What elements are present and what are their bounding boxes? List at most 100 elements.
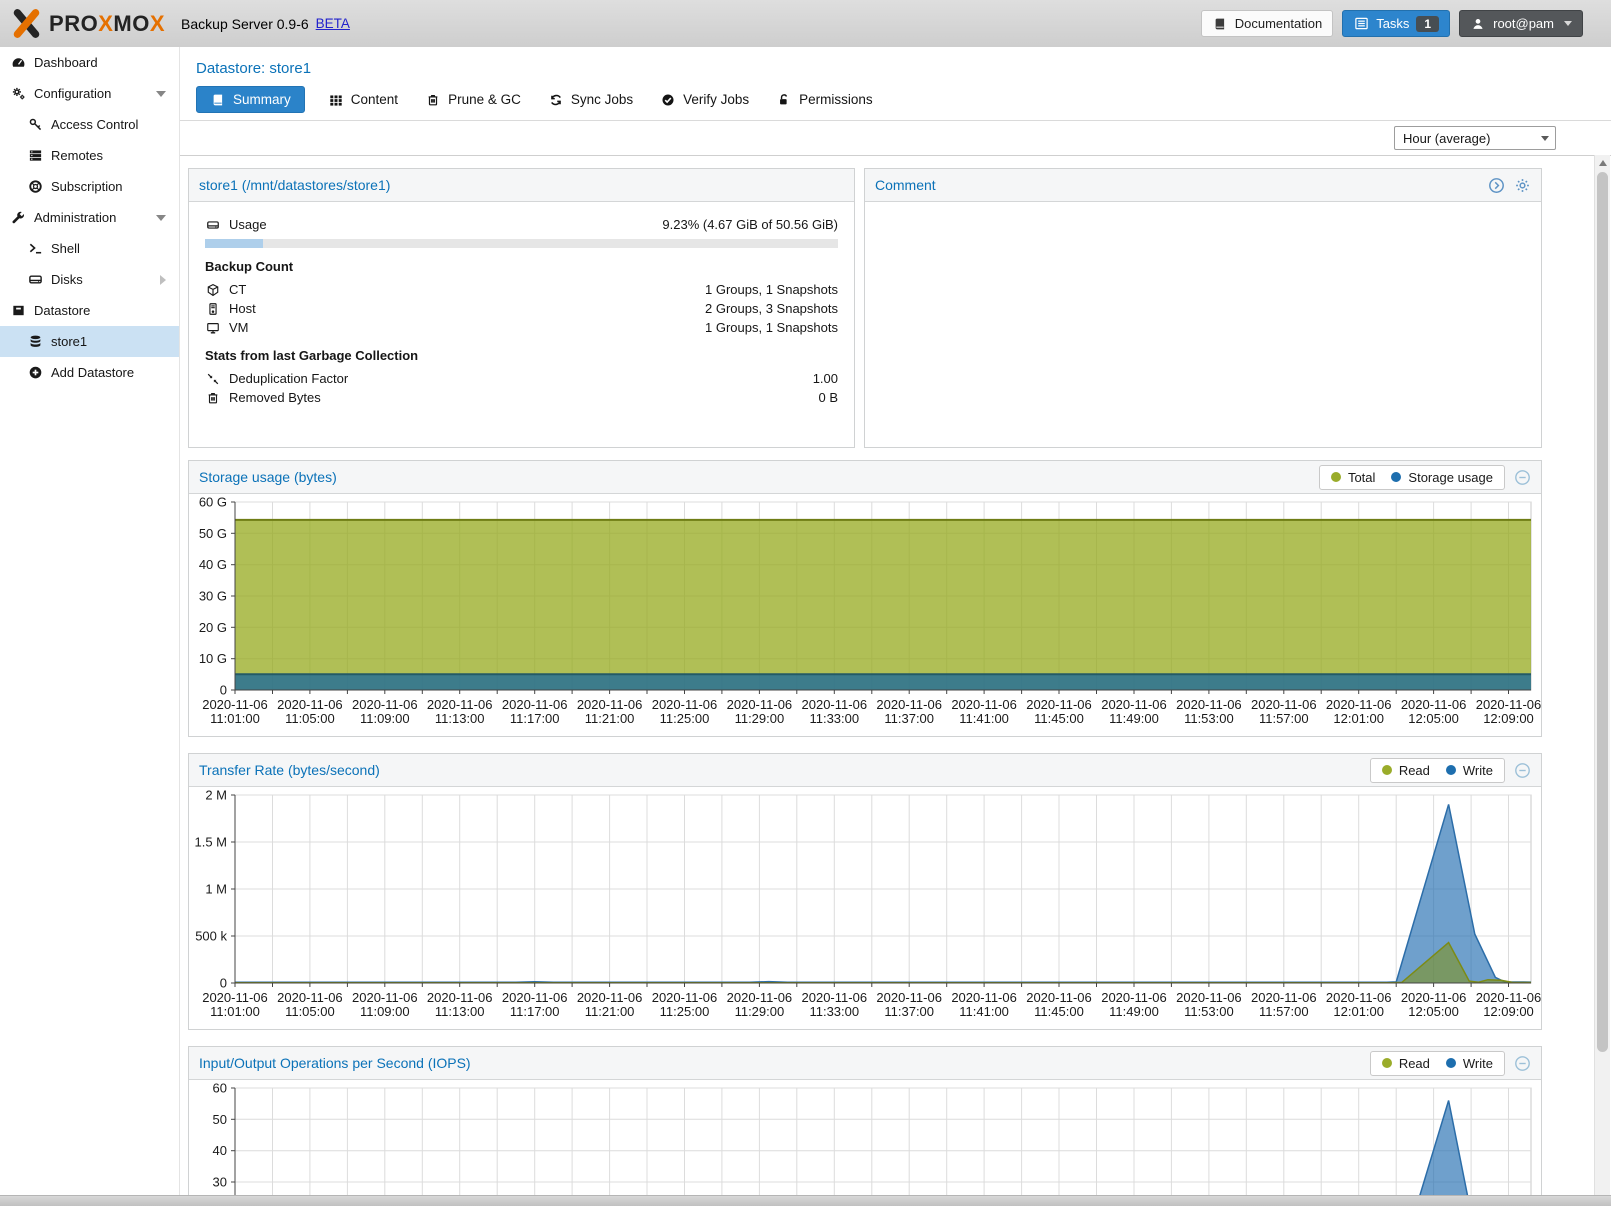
tab-label: Content: [351, 92, 398, 107]
svg-text:11:13:00: 11:13:00: [435, 1004, 485, 1019]
hdd-icon: [205, 217, 221, 233]
chevron-right-icon[interactable]: [160, 275, 166, 285]
chevron-down-icon[interactable]: [156, 91, 166, 97]
database-icon: [27, 334, 43, 350]
tasks-icon: [1353, 16, 1369, 32]
usage-value: 9.23% (4.67 GiB of 50.56 GiB): [662, 217, 838, 232]
wrench-icon: [10, 210, 26, 226]
count-row-host: Host 2 Groups, 3 Snapshots: [205, 299, 838, 318]
beta-link[interactable]: BETA: [316, 16, 350, 31]
collapse-icon[interactable]: [1514, 469, 1531, 486]
tab-label: Summary: [233, 92, 291, 107]
scrollbar-thumb[interactable]: [1597, 172, 1608, 1052]
svg-text:2020-11-06: 2020-11-06: [727, 990, 793, 1005]
tab-permissions[interactable]: Permissions: [772, 86, 877, 113]
sidebar-item-datastore[interactable]: Datastore: [0, 295, 179, 326]
svg-text:2020-11-06: 2020-11-06: [1251, 697, 1317, 712]
svg-text:2020-11-06: 2020-11-06: [802, 990, 868, 1005]
svg-text:11:49:00: 11:49:00: [1109, 1004, 1159, 1019]
count-label: VM: [229, 320, 249, 335]
legend-item-read[interactable]: Read: [1382, 1056, 1430, 1071]
sidebar-item-configuration[interactable]: Configuration: [0, 78, 179, 109]
sidebar-item-label: Dashboard: [34, 55, 98, 70]
legend-label: Total: [1348, 470, 1375, 485]
sidebar-item-store1[interactable]: store1: [0, 326, 179, 357]
plus-circle-icon: [27, 365, 43, 381]
legend-label: Write: [1463, 1056, 1493, 1071]
svg-text:60 G: 60 G: [199, 495, 227, 510]
chart-title: Transfer Rate (bytes/second): [199, 762, 380, 778]
tasks-button[interactable]: Tasks 1: [1342, 10, 1450, 37]
svg-text:12:09:00: 12:09:00: [1483, 711, 1534, 726]
chevron-down-icon[interactable]: [156, 215, 166, 221]
scroll-up-icon[interactable]: [1595, 155, 1610, 170]
documentation-button[interactable]: Documentation: [1201, 10, 1333, 37]
app-subtitle: Backup Server 0.9-6: [181, 16, 309, 32]
content: store1 (/mnt/datastores/store1) Usage 9.…: [180, 156, 1611, 1195]
collapse-icon[interactable]: [1514, 762, 1531, 779]
page-title: Datastore: store1: [180, 47, 1611, 77]
svg-text:30 G: 30 G: [199, 589, 227, 604]
svg-text:11:25:00: 11:25:00: [660, 711, 710, 726]
edit-comment-icon[interactable]: [1488, 177, 1505, 194]
tab-content[interactable]: Content: [324, 86, 402, 113]
legend-item-write[interactable]: Write: [1446, 763, 1493, 778]
sidebar-item-subscription[interactable]: Subscription: [0, 171, 179, 202]
legend-dot: [1382, 765, 1392, 775]
svg-text:50: 50: [213, 1112, 227, 1127]
sidebar-item-access-control[interactable]: Access Control: [0, 109, 179, 140]
gc-label: Removed Bytes: [229, 390, 321, 405]
time-range-select[interactable]: Hour (average): [1394, 126, 1556, 150]
sidebar-item-remotes[interactable]: Remotes: [0, 140, 179, 171]
svg-text:2020-11-06: 2020-11-06: [502, 697, 568, 712]
svg-text:2020-11-06: 2020-11-06: [1251, 990, 1317, 1005]
svg-text:11:57:00: 11:57:00: [1259, 711, 1309, 726]
svg-text:30: 30: [213, 1175, 227, 1190]
svg-text:2020-11-06: 2020-11-06: [1476, 990, 1541, 1005]
transfer-rate-chart: 0500 k1 M1.5 M2 M2020-11-0611:01:002020-…: [189, 787, 1541, 1029]
legend-item-read[interactable]: Read: [1382, 763, 1430, 778]
legend-item-total[interactable]: Total: [1331, 470, 1375, 485]
tab-label: Permissions: [799, 92, 873, 107]
legend-item-write[interactable]: Write: [1446, 1056, 1493, 1071]
svg-text:2020-11-06: 2020-11-06: [577, 990, 643, 1005]
sidebar-item-label: store1: [51, 334, 87, 349]
vertical-scrollbar[interactable]: [1594, 155, 1610, 1195]
sidebar-item-shell[interactable]: Shell: [0, 233, 179, 264]
user-menu-button[interactable]: root@pam: [1459, 10, 1583, 37]
tab-verify-jobs[interactable]: Verify Jobs: [656, 86, 753, 113]
svg-text:11:13:00: 11:13:00: [435, 711, 485, 726]
sidebar-item-add-datastore[interactable]: Add Datastore: [0, 357, 179, 388]
svg-text:11:57:00: 11:57:00: [1259, 1004, 1309, 1019]
iops-chart: 01020304050602020-11-0611:01:002020-11-0…: [189, 1080, 1541, 1195]
documentation-label: Documentation: [1235, 16, 1322, 31]
gear-icon[interactable]: [1514, 177, 1531, 194]
sidebar-item-disks[interactable]: Disks: [0, 264, 179, 295]
svg-text:1 M: 1 M: [205, 882, 227, 897]
svg-text:11:37:00: 11:37:00: [884, 1004, 934, 1019]
legend-item-storage-usage[interactable]: Storage usage: [1391, 470, 1493, 485]
count-value: 1 Groups, 1 Snapshots: [705, 282, 838, 297]
chevron-down-icon: [1564, 21, 1572, 26]
tab-summary[interactable]: Summary: [196, 86, 305, 113]
book-icon: [1212, 16, 1228, 32]
collapse-icon[interactable]: [1514, 1055, 1531, 1072]
svg-text:2020-11-06: 2020-11-06: [802, 697, 868, 712]
svg-text:2020-11-06: 2020-11-06: [1026, 990, 1092, 1005]
user-label: root@pam: [1493, 16, 1554, 31]
tab-sync-jobs[interactable]: Sync Jobs: [544, 86, 637, 113]
svg-text:2020-11-06: 2020-11-06: [1176, 990, 1242, 1005]
chevron-down-icon[interactable]: [1535, 136, 1555, 141]
remotes-icon: [27, 148, 43, 164]
svg-text:11:33:00: 11:33:00: [809, 1004, 859, 1019]
transfer-rate-panel: Transfer Rate (bytes/second) Read Write …: [188, 753, 1542, 1030]
svg-text:11:01:00: 11:01:00: [210, 711, 260, 726]
svg-text:2020-11-06: 2020-11-06: [1101, 990, 1167, 1005]
sidebar-item-dashboard[interactable]: Dashboard: [0, 47, 179, 78]
grid-icon: [328, 92, 344, 108]
comment-body[interactable]: [865, 202, 1541, 447]
tab-prune-gc[interactable]: Prune & GC: [421, 86, 525, 113]
sidebar-item-administration[interactable]: Administration: [0, 202, 179, 233]
svg-text:11:21:00: 11:21:00: [585, 711, 635, 726]
lifering-icon: [27, 179, 43, 195]
